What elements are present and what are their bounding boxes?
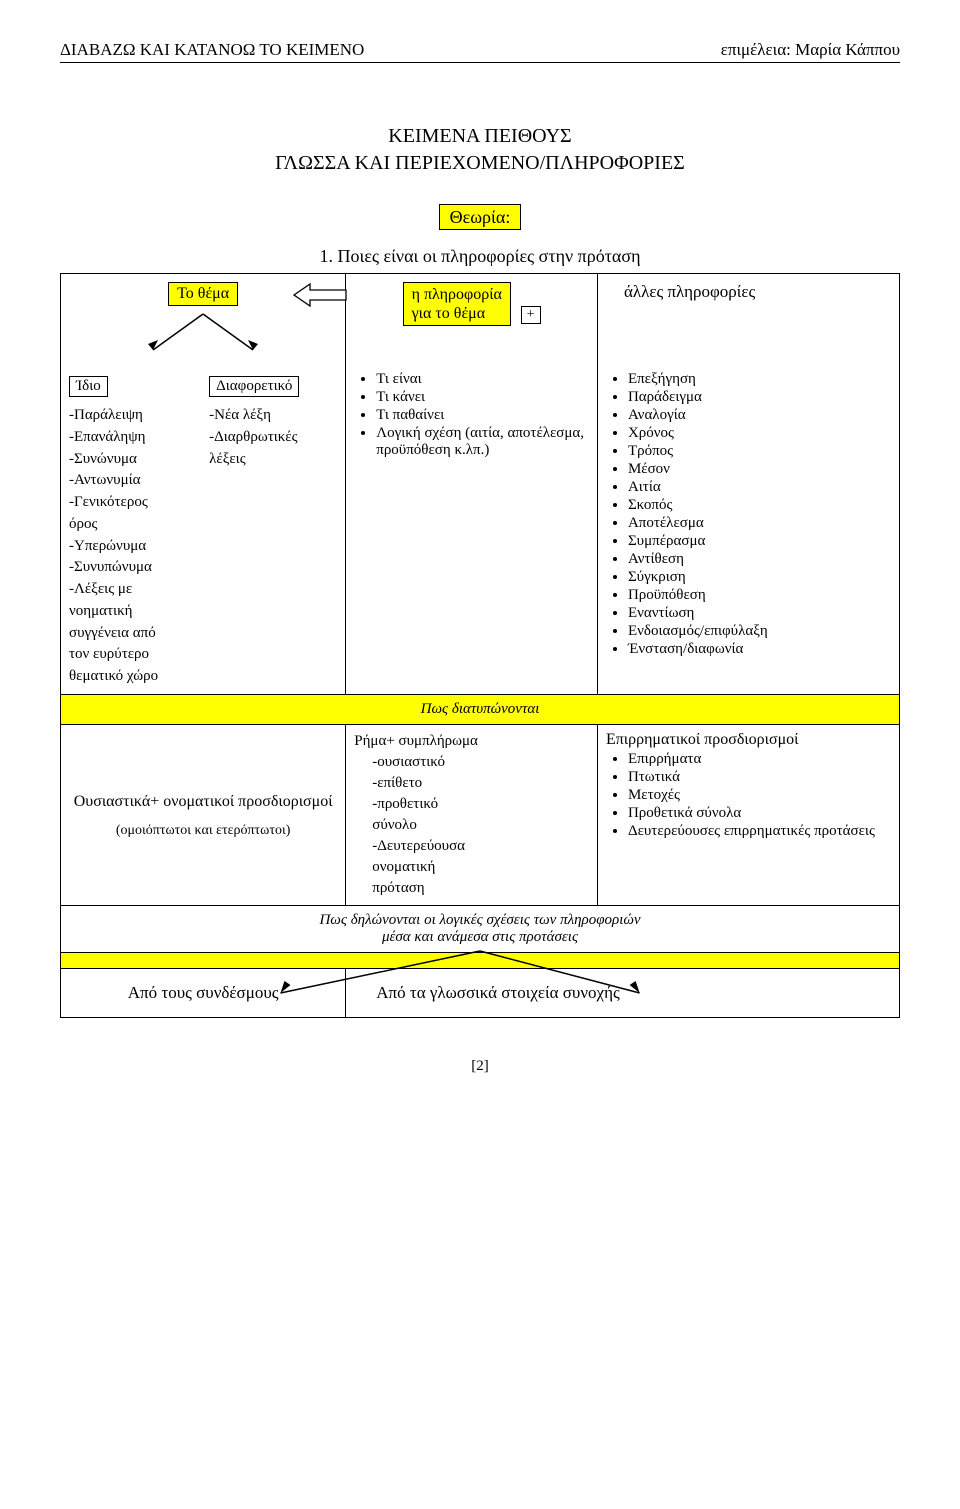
title-line1: ΚΕΙΜΕΝΑ ΠΕΙΘΟΥΣ xyxy=(60,123,900,150)
main-table: Το θέμα η πληροφορία για το θέμα xyxy=(60,273,900,1018)
list-item: Συμπέρασμα xyxy=(628,533,891,550)
list-item: Παράδειγμα xyxy=(628,389,891,406)
list-item: Σύγκριση xyxy=(628,569,891,586)
theory-label: Θεωρία: xyxy=(60,207,900,228)
list-item: Ένσταση/διαφωνία xyxy=(628,641,891,658)
theory-label-text: Θεωρία: xyxy=(439,204,522,230)
split-arrows-icon xyxy=(118,310,288,356)
list-line: -Γενικότερος xyxy=(69,492,197,514)
yellow-strip xyxy=(61,952,900,968)
list-line: ονοματική xyxy=(372,857,589,878)
how-right-title: Επιρρηματικοί προσδιορισμοί xyxy=(606,731,891,749)
section-how-text: Πως διατυπώνονται xyxy=(421,701,540,717)
question-line: 1. Ποιες είναι οι πληροφορίες στην πρότα… xyxy=(60,246,900,267)
diff-label: Διαφορετικό xyxy=(209,376,299,397)
list-line: λέξεις xyxy=(209,449,337,471)
list-line: -Συνώνυμα xyxy=(69,449,197,471)
same-list: -Παράλειψη-Επανάληψη-Συνώνυμα-Αντωνυμία-… xyxy=(69,405,197,688)
list-item: Επιρρήματα xyxy=(628,751,891,768)
col1-cell: Ίδιο -Παράλειψη-Επανάληψη-Συνώνυμα-Αντων… xyxy=(61,364,346,694)
header-left: ΔΙΑΒΑΖΩ ΚΑΙ ΚΑΤΑΝΟΩ ΤΟ ΚΕΙΜΕΝΟ xyxy=(60,40,364,60)
list-item: Μέσον xyxy=(628,461,891,478)
title-line2: ΓΛΩΣΣΑ ΚΑΙ ΠΕΡΙΕΧΟΜΕΝΟ/ΠΛΗΡΟΦΟΡΙΕΣ xyxy=(60,150,900,177)
section-rel-l2: μέσα και ανάμεσα στις προτάσεις xyxy=(69,929,891,946)
section-rel-l1: Πως δηλώνονται οι λογικές σχέσεις των πλ… xyxy=(69,912,891,929)
list-line: -επίθετο xyxy=(372,773,589,794)
header-right: επιμέλεια: Μαρία Κάππου xyxy=(721,40,900,60)
list-line: -Επανάληψη xyxy=(69,427,197,449)
list-item: Πτωτικά xyxy=(628,769,891,786)
list-line: -ουσιαστικό xyxy=(372,752,589,773)
list-item: Προϋπόθεση xyxy=(628,587,891,604)
list-line: σύνολο xyxy=(372,815,589,836)
page-header: ΔΙΑΒΑΖΩ ΚΑΙ ΚΑΤΑΝΟΩ ΤΟ ΚΕΙΜΕΝΟ επιμέλεια… xyxy=(60,40,900,63)
how-right-items: ΕπιρρήματαΠτωτικάΜετοχέςΠροθετικά σύνολα… xyxy=(606,751,891,840)
list-line: συγγένεια από xyxy=(69,623,197,645)
list-item: Δευτερεύουσες επιρρηματικές προτάσεις xyxy=(628,823,891,840)
plus-box: + xyxy=(521,306,541,324)
how-mid-title: Ρήμα+ συμπλήρωμα xyxy=(354,731,589,752)
down-arrows-icon xyxy=(61,947,899,999)
list-item: Χρόνος xyxy=(628,425,891,442)
list-item: Αιτία xyxy=(628,479,891,496)
col3-cell: ΕπεξήγησηΠαράδειγμαΑναλογίαΧρόνοςΤρόποςΜ… xyxy=(597,364,899,694)
list-line: -Αντωνυμία xyxy=(69,470,197,492)
list-item: Τρόπος xyxy=(628,443,891,460)
section-how: Πως διατυπώνονται xyxy=(61,694,900,724)
list-line: θεματικό χώρο xyxy=(69,666,197,688)
list-line: τον ευρύτερο xyxy=(69,644,197,666)
list-item: Αποτέλεσμα xyxy=(628,515,891,532)
list-line: -Δευτερεύουσα xyxy=(372,836,589,857)
head-other: άλλες πληροφορίες xyxy=(606,282,755,301)
section-rel: Πως δηλώνονται οι λογικές σχέσεις των πλ… xyxy=(61,905,900,952)
how-left-sub: (ομοιόπτωτοι και ετερόπτωτοι) xyxy=(69,823,337,839)
list-line: -προθετικό xyxy=(372,794,589,815)
list-line: όρος xyxy=(69,514,197,536)
list-item: Σκοπός xyxy=(628,497,891,514)
head-info-l2: για το θέμα xyxy=(412,305,486,322)
list-item: Τι κάνει xyxy=(376,389,589,406)
list-item: Μετοχές xyxy=(628,787,891,804)
col3-list: ΕπεξήγησηΠαράδειγμαΑναλογίαΧρόνοςΤρόποςΜ… xyxy=(606,371,891,658)
head-topic: Το θέμα xyxy=(168,282,238,306)
left-arrow-icon xyxy=(292,282,348,308)
list-item: Τι είναι xyxy=(376,371,589,388)
how-mid-items: -ουσιαστικό-επίθετο-προθετικό σύνολο-Δευ… xyxy=(354,752,589,899)
how-left-title: Ουσιαστικά+ ονοματικοί προσδιορισμοί xyxy=(69,791,337,813)
how-left-cell: Ουσιαστικά+ ονοματικοί προσδιορισμοί (ομ… xyxy=(61,724,346,905)
list-line: νοηματική xyxy=(69,601,197,623)
list-line: πρόταση xyxy=(372,878,589,899)
list-line: -Νέα λέξη xyxy=(209,405,337,427)
how-right-cell: Επιρρηματικοί προσδιορισμοί ΕπιρρήματαΠτ… xyxy=(597,724,899,905)
list-item: Λογική σχέση (αιτία, αποτέλεσμα, προϋπόθ… xyxy=(376,425,589,459)
list-item: Αναλογία xyxy=(628,407,891,424)
page-footer: [2] xyxy=(60,1058,900,1075)
list-item: Εναντίωση xyxy=(628,605,891,622)
list-line: -Παράλειψη xyxy=(69,405,197,427)
same-label: Ίδιο xyxy=(69,376,108,397)
col2-cell: Τι είναιΤι κάνειΤι παθαίνειΛογική σχέση … xyxy=(346,364,598,694)
list-line: -Λέξεις με xyxy=(69,579,197,601)
list-item: Προθετικά σύνολα xyxy=(628,805,891,822)
diff-list: -Νέα λέξη-Διαρθρωτικέςλέξεις xyxy=(209,405,337,470)
list-item: Επεξήγηση xyxy=(628,371,891,388)
head-info: η πληροφορία για το θέμα xyxy=(403,282,511,326)
head-info-cell: η πληροφορία για το θέμα + xyxy=(346,274,598,365)
list-item: Ενδοιασμός/επιφύλαξη xyxy=(628,623,891,640)
list-line: -Υπερώνυμα xyxy=(69,536,197,558)
list-item: Τι παθαίνει xyxy=(376,407,589,424)
title-block: ΚΕΙΜΕΝΑ ΠΕΙΘΟΥΣ ΓΛΩΣΣΑ ΚΑΙ ΠΕΡΙΕΧΟΜΕΝΟ/Π… xyxy=(60,123,900,177)
list-line: -Συνυπώνυμα xyxy=(69,557,197,579)
head-info-l1: η πληροφορία xyxy=(412,286,502,303)
col2-list: Τι είναιΤι κάνειΤι παθαίνειΛογική σχέση … xyxy=(354,371,589,459)
list-line: -Διαρθρωτικές xyxy=(209,427,337,449)
how-mid-cell: Ρήμα+ συμπλήρωμα -ουσιαστικό-επίθετο-προ… xyxy=(346,724,598,905)
head-other-cell: άλλες πληροφορίες xyxy=(597,274,899,365)
list-item: Αντίθεση xyxy=(628,551,891,568)
